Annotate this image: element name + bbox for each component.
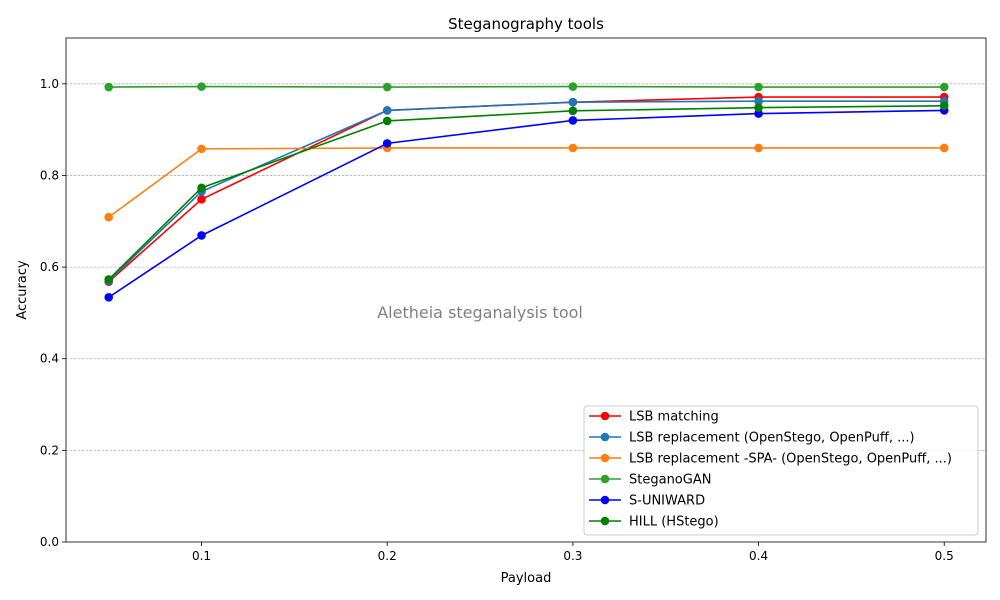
- legend-item: S-UNIWARD: [589, 494, 705, 509]
- legend-marker: [600, 495, 610, 505]
- data-point: [568, 106, 578, 116]
- legend-item: HILL (HStego): [589, 515, 719, 530]
- x-tick-label: 0.4: [749, 549, 768, 563]
- data-point: [104, 275, 114, 284]
- data-point: [754, 103, 763, 112]
- series-layer: [104, 82, 949, 302]
- data-point: [382, 82, 392, 92]
- legend-marker: [600, 432, 610, 442]
- series-line: [108, 105, 945, 281]
- data-point: [754, 96, 763, 106]
- legend-marker: [600, 453, 610, 463]
- data-point: [568, 82, 578, 91]
- series-3: [104, 82, 949, 92]
- y-tick-label: 1.0: [40, 77, 59, 91]
- x-tick-label: 0.5: [935, 549, 954, 563]
- x-tick-label: 0.2: [378, 549, 397, 563]
- data-point: [754, 82, 763, 92]
- data-point: [382, 139, 392, 148]
- data-point: [382, 106, 392, 115]
- y-tick-label: 0.8: [40, 168, 59, 182]
- data-point: [197, 82, 206, 91]
- data-point: [197, 144, 206, 154]
- y-tick-label: 0.0: [40, 535, 59, 549]
- legend-label: LSB matching: [629, 410, 719, 425]
- data-point: [104, 212, 114, 222]
- data-point: [197, 194, 206, 204]
- y-axis-label: Accuracy: [15, 260, 30, 320]
- y-axis-ticks: 0.0 0.2 0.4 0.6 0.8 1.0: [40, 77, 66, 549]
- legend-box: [583, 405, 979, 536]
- x-axis-ticks: 0.1 0.2 0.3 0.4 0.5: [192, 542, 954, 563]
- legend-marker: [600, 474, 610, 484]
- series-line: [108, 109, 945, 298]
- data-point: [197, 183, 206, 193]
- data-point: [939, 143, 949, 153]
- legend-item: SteganoGAN: [589, 473, 711, 488]
- data-point: [754, 109, 763, 118]
- data-point: [568, 116, 578, 125]
- data-point: [939, 101, 949, 111]
- data-point: [104, 82, 114, 92]
- data-point: [754, 143, 763, 153]
- y-tick-label: 0.4: [40, 352, 59, 366]
- legend-marker: [600, 516, 610, 526]
- series-line: [108, 100, 945, 282]
- y-tick-label: 0.2: [40, 443, 59, 457]
- plot-frame: [65, 37, 987, 543]
- x-tick-label: 0.3: [563, 549, 582, 563]
- data-point: [568, 143, 578, 153]
- data-point: [568, 97, 578, 107]
- series-5: [104, 101, 949, 284]
- x-axis-label: Payload: [501, 571, 552, 586]
- legend: LSB matching LSB replacement (OpenStego, …: [583, 405, 979, 536]
- grid-lines: [66, 83, 986, 451]
- legend-item: LSB matching: [589, 410, 719, 425]
- series-line: [108, 147, 945, 218]
- data-point: [939, 82, 949, 92]
- data-point: [104, 293, 114, 302]
- x-tick-label: 0.1: [192, 549, 211, 563]
- legend-item: LSB replacement -SPA- (OpenStego, OpenPu…: [589, 452, 952, 467]
- legend-label: LSB replacement (OpenStego, OpenPuff, ..…: [629, 431, 915, 446]
- chart-annotation: Aletheia steganalysis tool: [377, 303, 583, 322]
- legend-label: S-UNIWARD: [629, 494, 705, 509]
- legend-label: SteganoGAN: [629, 473, 711, 488]
- legend-label: HILL (HStego): [629, 515, 719, 530]
- data-point: [382, 116, 392, 126]
- legend-label: LSB replacement -SPA- (OpenStego, OpenPu…: [629, 452, 952, 467]
- data-point: [197, 231, 206, 240]
- legend-marker: [600, 411, 610, 421]
- y-tick-label: 0.6: [40, 260, 59, 274]
- legend-item: LSB replacement (OpenStego, OpenPuff, ..…: [589, 431, 915, 446]
- chart-title: Steganography tools: [448, 15, 604, 33]
